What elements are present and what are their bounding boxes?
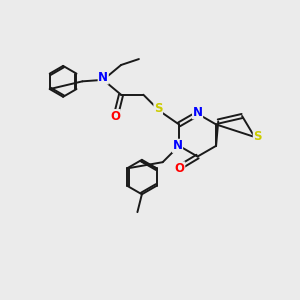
- Text: N: N: [172, 139, 182, 152]
- Text: O: O: [110, 110, 120, 123]
- Text: S: S: [254, 130, 262, 143]
- Text: S: S: [154, 102, 163, 115]
- Text: N: N: [98, 71, 108, 84]
- Text: O: O: [175, 162, 185, 175]
- Text: N: N: [193, 106, 202, 119]
